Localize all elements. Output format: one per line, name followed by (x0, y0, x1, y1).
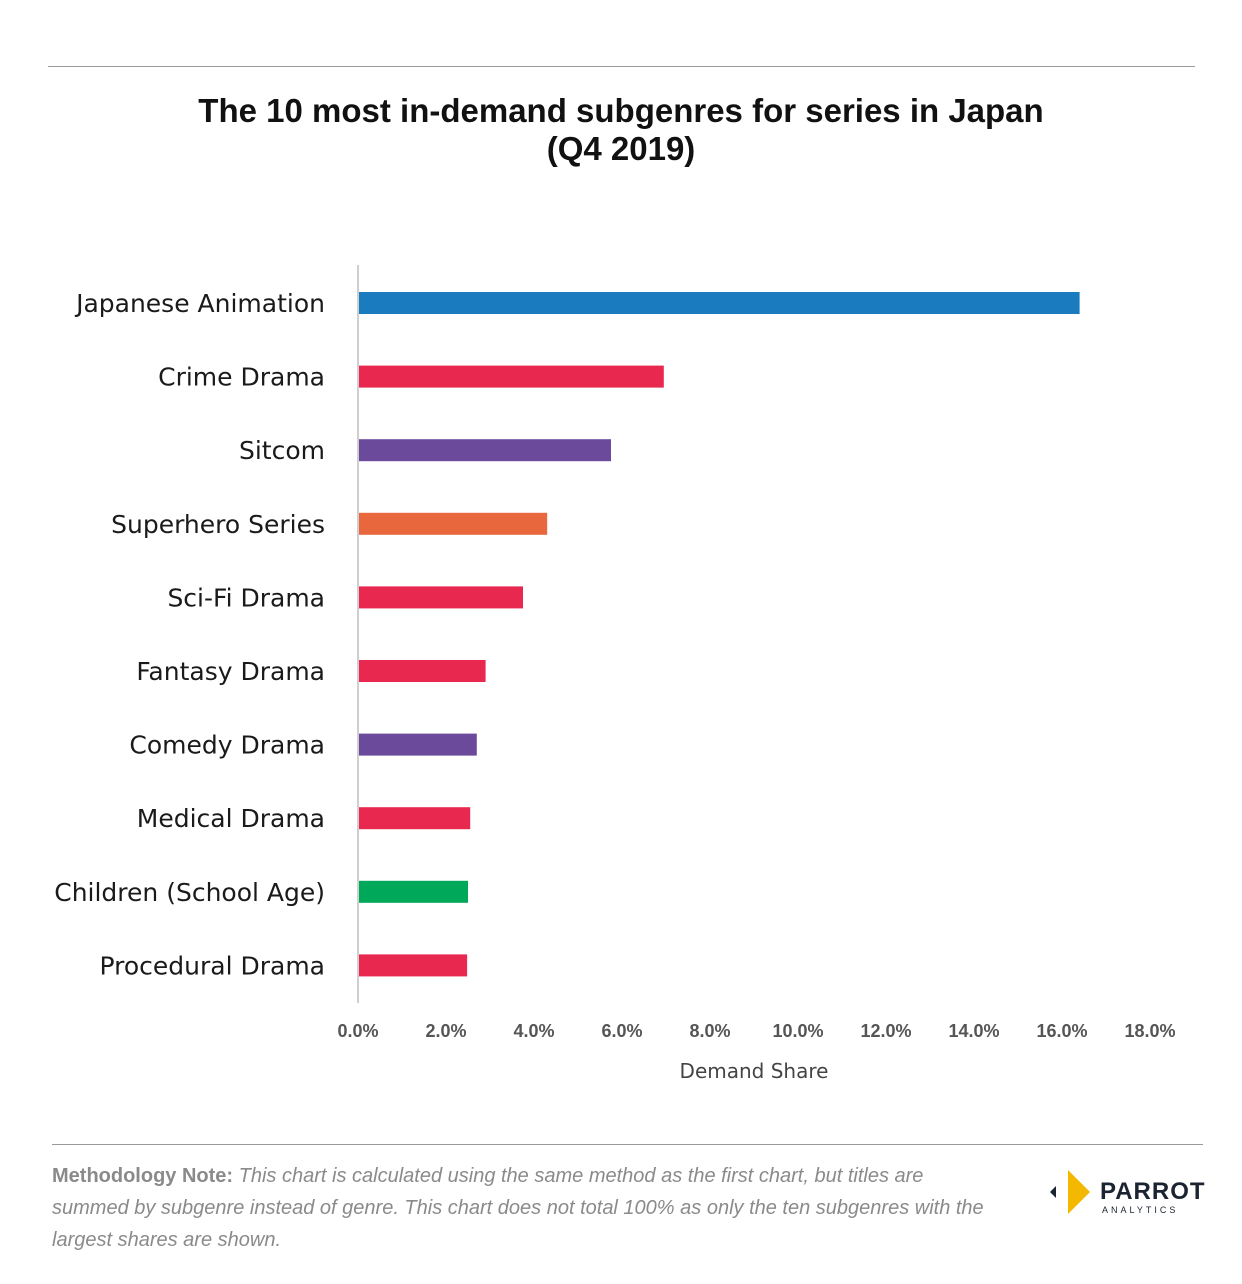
methodology-note-lead: Methodology Note: (52, 1165, 234, 1187)
category-label-japanese-animation: Japanese Animation (74, 289, 325, 318)
bars-group (358, 292, 1080, 977)
bar-chart: Japanese Animation Crime Drama Sitcom Super… (54, 265, 1176, 1083)
bar-sci-fi-drama (358, 586, 523, 609)
category-label-superhero-series: Superhero Series (111, 510, 325, 539)
chart-title: The 10 most in-demand subgenres for seri… (198, 92, 1044, 129)
bar-children-school-age (358, 880, 468, 903)
x-tick-label: 16.0% (1036, 1021, 1087, 1041)
x-axis-title: Demand Share (680, 1059, 829, 1083)
category-label-procedural-drama: Procedural Drama (99, 951, 325, 980)
category-label-fantasy-drama: Fantasy Drama (136, 657, 325, 686)
logo-subtitle: ANALYTICS (1102, 1205, 1179, 1215)
bar-japanese-animation (358, 292, 1080, 314)
parrot-analytics-logo: PARROT ANALYTICS (1046, 1166, 1206, 1218)
chart-title-block: The 10 most in-demand subgenres for seri… (0, 92, 1242, 168)
x-tick-label: 0.0% (337, 1021, 378, 1041)
x-tick-label: 14.0% (948, 1021, 999, 1041)
x-tick-label: 12.0% (860, 1021, 911, 1041)
logo-wordmark: PARROT (1100, 1178, 1206, 1205)
category-label-sci-fi-drama: Sci-Fi Drama (167, 583, 325, 612)
x-tick-labels: 0.0% 2.0% 4.0% 6.0% 8.0% 10.0% 12.0% 14.0% 16.0%… (337, 1021, 1175, 1041)
x-tick-label: 8.0% (689, 1021, 730, 1041)
logo-wing-icon (1068, 1170, 1090, 1214)
chart-subtitle: (Q4 2019) (546, 130, 696, 167)
x-tick-label: 2.0% (425, 1021, 466, 1041)
methodology-note-body: This chart is calculated using the same … (52, 1165, 984, 1251)
bar-sitcom (358, 439, 611, 462)
x-tick-label: 6.0% (601, 1021, 642, 1041)
bar-medical-drama (358, 807, 471, 830)
category-label-sitcom: Sitcom (239, 436, 325, 465)
x-tick-label: 18.0% (1124, 1021, 1175, 1041)
bar-superhero-series (358, 512, 548, 535)
bar-procedural-drama (358, 954, 468, 977)
bottom-divider (52, 1144, 1203, 1145)
category-labels: Japanese Animation Crime Drama Sitcom Super… (54, 289, 325, 980)
top-divider (48, 66, 1195, 67)
category-label-crime-drama: Crime Drama (158, 363, 325, 392)
category-label-children-school-age: Children (School Age) (54, 878, 325, 907)
bar-crime-drama (358, 365, 664, 388)
logo-chevron-icon (1050, 1186, 1056, 1198)
parrot-logo-mark-icon (1050, 1170, 1090, 1214)
x-tick-label: 10.0% (772, 1021, 823, 1041)
methodology-note: Methodology Note: This chart is calculat… (52, 1160, 1002, 1256)
category-label-medical-drama: Medical Drama (137, 804, 325, 833)
bar-comedy-drama (358, 733, 477, 756)
x-tick-label: 4.0% (513, 1021, 554, 1041)
bar-fantasy-drama (358, 660, 486, 682)
category-label-comedy-drama: Comedy Drama (129, 731, 325, 760)
